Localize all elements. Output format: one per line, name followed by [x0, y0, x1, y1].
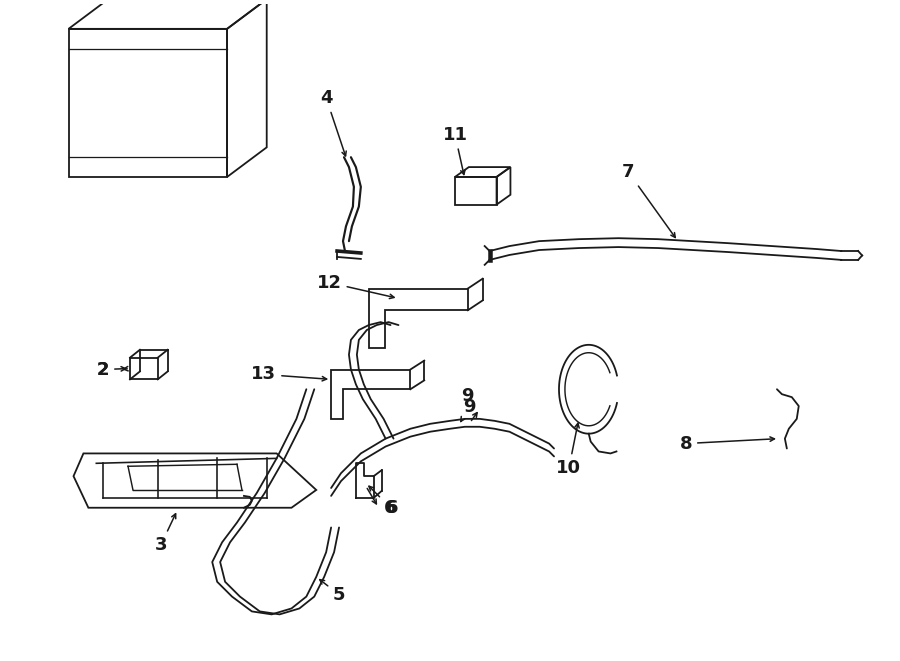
- Text: 10: 10: [556, 423, 581, 477]
- Text: 5: 5: [320, 580, 346, 603]
- Text: 13: 13: [251, 366, 327, 383]
- Text: 2: 2: [96, 360, 125, 379]
- Text: 8: 8: [680, 434, 774, 453]
- Text: 1: 1: [0, 660, 1, 661]
- Text: 11: 11: [443, 126, 467, 175]
- Text: 9: 9: [461, 398, 476, 422]
- Text: 4: 4: [320, 89, 346, 156]
- Bar: [455, 177, 497, 205]
- Text: 7: 7: [622, 163, 675, 237]
- Text: 6: 6: [386, 499, 399, 517]
- Text: 12: 12: [317, 274, 394, 299]
- Text: 3: 3: [155, 514, 176, 555]
- Text: 2: 2: [97, 360, 110, 379]
- Text: 6: 6: [369, 486, 397, 517]
- Text: 9: 9: [462, 387, 474, 405]
